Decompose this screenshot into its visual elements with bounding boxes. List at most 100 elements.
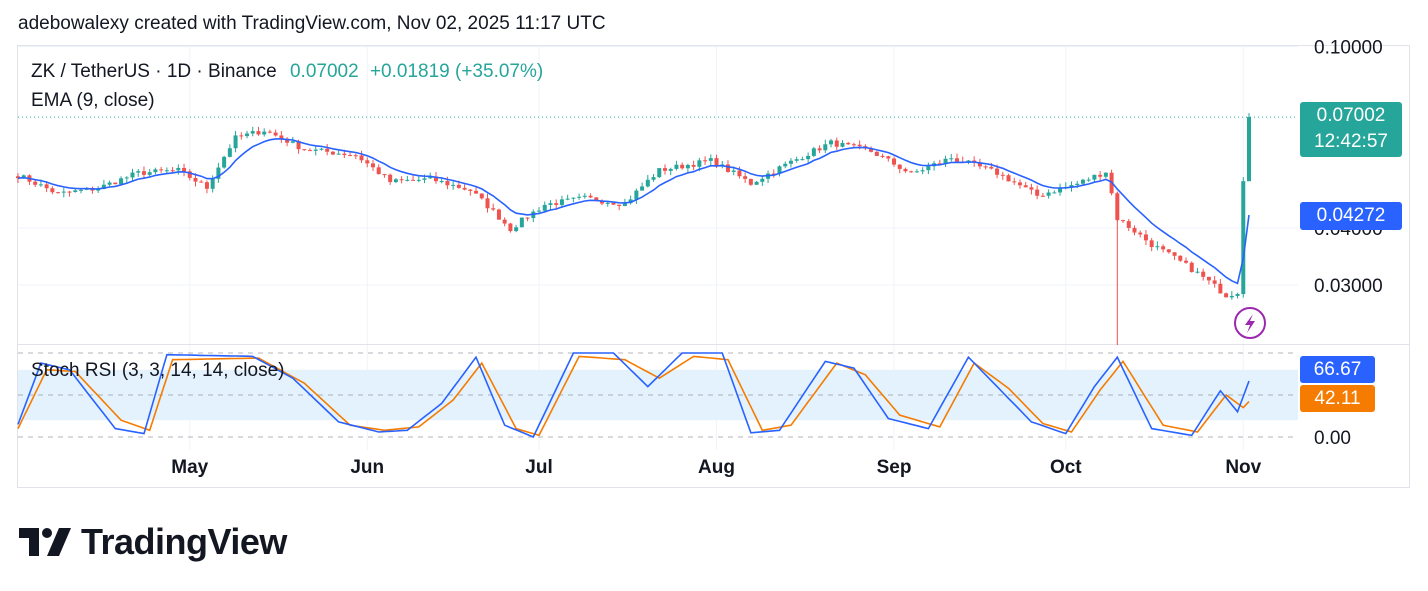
candle bbox=[1224, 292, 1229, 298]
candle-body bbox=[937, 163, 942, 165]
candle-body bbox=[267, 131, 272, 133]
candle bbox=[645, 174, 650, 188]
candle bbox=[1184, 257, 1189, 264]
candle-body bbox=[617, 204, 622, 206]
candle-body bbox=[433, 176, 438, 182]
price-axis-label: 0.03000 bbox=[1314, 276, 1383, 297]
candle-body bbox=[365, 160, 370, 164]
candle bbox=[840, 140, 845, 148]
candle-body bbox=[147, 172, 152, 175]
candle bbox=[1218, 279, 1223, 294]
ema-legend[interactable]: EMA (9, close) bbox=[31, 90, 155, 111]
candle-body bbox=[1000, 174, 1005, 176]
candle bbox=[937, 159, 942, 165]
candle-body bbox=[1229, 295, 1234, 298]
countdown-value: 12:42:57 bbox=[1314, 131, 1388, 152]
candle-body bbox=[239, 135, 244, 137]
candle-body bbox=[233, 135, 238, 149]
candle bbox=[107, 180, 112, 187]
candle-body bbox=[359, 155, 364, 161]
candle bbox=[582, 193, 587, 199]
candle bbox=[468, 188, 473, 196]
candle bbox=[519, 217, 524, 228]
candle-body bbox=[164, 170, 169, 172]
candle bbox=[496, 208, 501, 220]
candle bbox=[983, 165, 988, 170]
last-price-label: 0.07002 bbox=[289, 61, 359, 82]
candle bbox=[771, 169, 776, 178]
stoch-rsi-legend[interactable]: Stoch RSI (3, 3, 14, 14, close) bbox=[31, 360, 285, 381]
candle-body bbox=[588, 195, 593, 198]
candle-body bbox=[989, 166, 994, 169]
candle-body bbox=[130, 172, 135, 178]
candle-body bbox=[496, 209, 501, 220]
candle bbox=[588, 193, 593, 199]
candle-body bbox=[983, 166, 988, 168]
time-axis-label: May bbox=[171, 457, 208, 478]
candle bbox=[1052, 190, 1057, 194]
candle-body bbox=[256, 131, 261, 135]
candle bbox=[577, 193, 582, 200]
candle bbox=[233, 130, 238, 153]
candle-body bbox=[1023, 185, 1028, 188]
candle-body bbox=[840, 142, 845, 147]
candle bbox=[1155, 241, 1160, 251]
candle-body bbox=[451, 184, 456, 186]
candle-body bbox=[44, 184, 49, 189]
candle-body bbox=[1126, 221, 1131, 228]
grid-lines bbox=[18, 45, 1298, 450]
candle bbox=[199, 179, 204, 183]
legend-symbol-line: ZK / TetherUS · 1D · Binance 0.07002 +0.… bbox=[31, 61, 543, 83]
candle-body bbox=[61, 191, 66, 193]
candle bbox=[279, 131, 284, 143]
candle-body bbox=[1046, 192, 1051, 196]
candle-body bbox=[1040, 195, 1045, 197]
candle bbox=[382, 173, 387, 178]
stoch-axis-label: 0.00 bbox=[1314, 428, 1351, 449]
candle bbox=[1149, 238, 1154, 252]
candle bbox=[119, 176, 124, 185]
candle-body bbox=[949, 158, 954, 160]
candle bbox=[605, 201, 610, 207]
candle-body bbox=[703, 160, 708, 162]
candle bbox=[1212, 275, 1217, 288]
candle bbox=[474, 186, 479, 194]
candle bbox=[525, 217, 530, 222]
candle bbox=[760, 175, 765, 186]
candle-body bbox=[210, 178, 215, 189]
candle-body bbox=[657, 168, 662, 178]
candle-body bbox=[943, 158, 948, 164]
candle bbox=[554, 199, 559, 210]
candle bbox=[182, 163, 187, 177]
candle-body bbox=[399, 179, 404, 181]
tradingview-logo[interactable]: TradingView bbox=[19, 521, 287, 563]
candle-body bbox=[313, 149, 318, 151]
candle bbox=[531, 209, 536, 223]
symbol-label[interactable]: ZK / TetherUS · 1D · Binance bbox=[31, 61, 277, 82]
candle bbox=[720, 161, 725, 169]
candle bbox=[559, 195, 564, 208]
candle-body bbox=[600, 201, 605, 204]
chart-frame bbox=[17, 45, 1410, 488]
candle-body bbox=[977, 162, 982, 167]
candle bbox=[1195, 267, 1200, 274]
candle-body bbox=[370, 163, 375, 168]
candle bbox=[67, 190, 72, 197]
candle-body bbox=[1161, 246, 1166, 250]
candle-body bbox=[777, 166, 782, 174]
candle-body bbox=[817, 148, 822, 151]
candle-body bbox=[834, 140, 839, 147]
candle-body bbox=[1052, 192, 1057, 194]
candle-body bbox=[577, 196, 582, 198]
candle-body bbox=[479, 193, 484, 199]
candle-body bbox=[101, 184, 106, 189]
candle-body bbox=[554, 203, 559, 205]
candle bbox=[502, 217, 507, 227]
candle bbox=[657, 167, 662, 178]
candle bbox=[571, 197, 576, 203]
candle-body bbox=[537, 210, 542, 212]
candle bbox=[1247, 113, 1251, 182]
time-axis-label: Sep bbox=[877, 457, 912, 478]
candle-body bbox=[428, 176, 433, 179]
